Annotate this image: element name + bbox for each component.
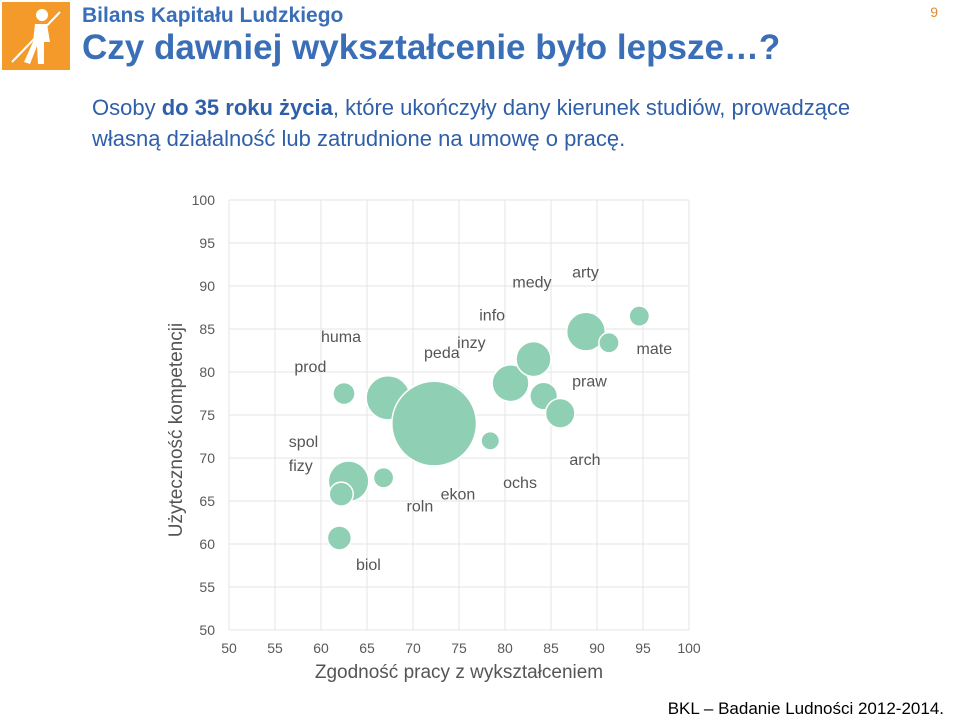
bubble-7 (391, 380, 478, 467)
x-tick-label-1: 55 (267, 640, 283, 656)
y-tick-label-10: 100 (192, 192, 216, 208)
subtitle: Osoby do 35 roku życia, które ukończyły … (92, 92, 852, 154)
bubbles (326, 305, 651, 551)
y-tick-label-6: 80 (199, 364, 215, 380)
bkl-logo (2, 2, 70, 70)
page-number: 9 (930, 4, 938, 20)
y-tick-label-9: 95 (199, 235, 215, 251)
annotation-fizy: fizy (289, 458, 313, 475)
source-footer: BKL – Badanie Ludności 2012-2014. (667, 699, 944, 718)
x-tick-label-3: 65 (359, 640, 375, 656)
grid (228, 199, 690, 631)
y-tick-label-7: 85 (199, 321, 215, 337)
x-tick-label-0: 50 (221, 640, 237, 656)
bubble-13 (565, 311, 607, 352)
subtitle-bold: do 35 roku życia (161, 95, 333, 120)
x-tick-label-9: 95 (635, 640, 651, 656)
bubble-10 (515, 340, 552, 378)
y-axis-label: Użyteczność kompetencji (166, 323, 187, 537)
annotation-prod: prod (294, 359, 326, 376)
x-tick-label-7: 85 (543, 640, 559, 656)
annotation-peda: peda (424, 345, 460, 362)
ticks: 50 55 60 65 70 75 80 85 90 95 100 50 55 60 65 70 75 80 85 9… (192, 192, 701, 656)
annotation-spol: spol (289, 434, 318, 451)
x-tick-label-8: 90 (589, 640, 605, 656)
x-tick-label-6: 80 (497, 640, 513, 656)
bubble-8 (480, 430, 501, 451)
bubble-0 (332, 381, 356, 406)
x-tick-label-5: 75 (451, 640, 467, 656)
bubble-12 (544, 397, 576, 429)
y-tick-label-2: 60 (199, 536, 215, 552)
annotation-praw: praw (572, 374, 607, 391)
subtitle-part2: , które ukończyły dany kierunek studiów,… (92, 95, 851, 151)
annotation-mate: mate (637, 341, 673, 358)
annotation-arty: arty (572, 264, 599, 281)
bubble-9 (491, 364, 530, 403)
bubble-5 (326, 525, 353, 551)
bubble-15 (628, 305, 651, 327)
annotation-ochs: ochs (503, 475, 537, 492)
y-tick-label-8: 90 (199, 278, 215, 294)
x-axis-label: Zgodność pracy z wykształceniem (315, 662, 603, 683)
bubble-3 (328, 481, 354, 507)
page-title: Czy dawniej wykształcenie było lepsze…? (82, 28, 781, 67)
x-tick-label-10: 100 (677, 640, 701, 656)
bubble-14 (598, 331, 620, 354)
brand-name: Bilans Kapitału Ludzkiego (82, 4, 344, 27)
y-tick-label-3: 65 (199, 493, 215, 509)
subtitle-part1: Osoby (92, 95, 162, 120)
y-tick-label-0: 50 (199, 622, 215, 638)
annotation-roln: roln (407, 498, 434, 515)
x-tick-label-2: 60 (313, 640, 329, 656)
annotation-biol: biol (356, 557, 381, 574)
y-tick-label-4: 70 (199, 450, 215, 466)
x-tick-label-4: 70 (405, 640, 421, 656)
annotation-ekon: ekon (441, 486, 476, 503)
annotation-arch: arch (569, 452, 600, 469)
annotation-medy: medy (512, 275, 551, 292)
y-tick-label-5: 75 (199, 407, 215, 423)
bubble-4 (372, 466, 395, 489)
annotation-huma: huma (321, 329, 361, 346)
annotation-inzy: inzy (457, 335, 485, 352)
annotation-info: info (479, 307, 505, 324)
y-tick-label-1: 55 (199, 579, 215, 595)
